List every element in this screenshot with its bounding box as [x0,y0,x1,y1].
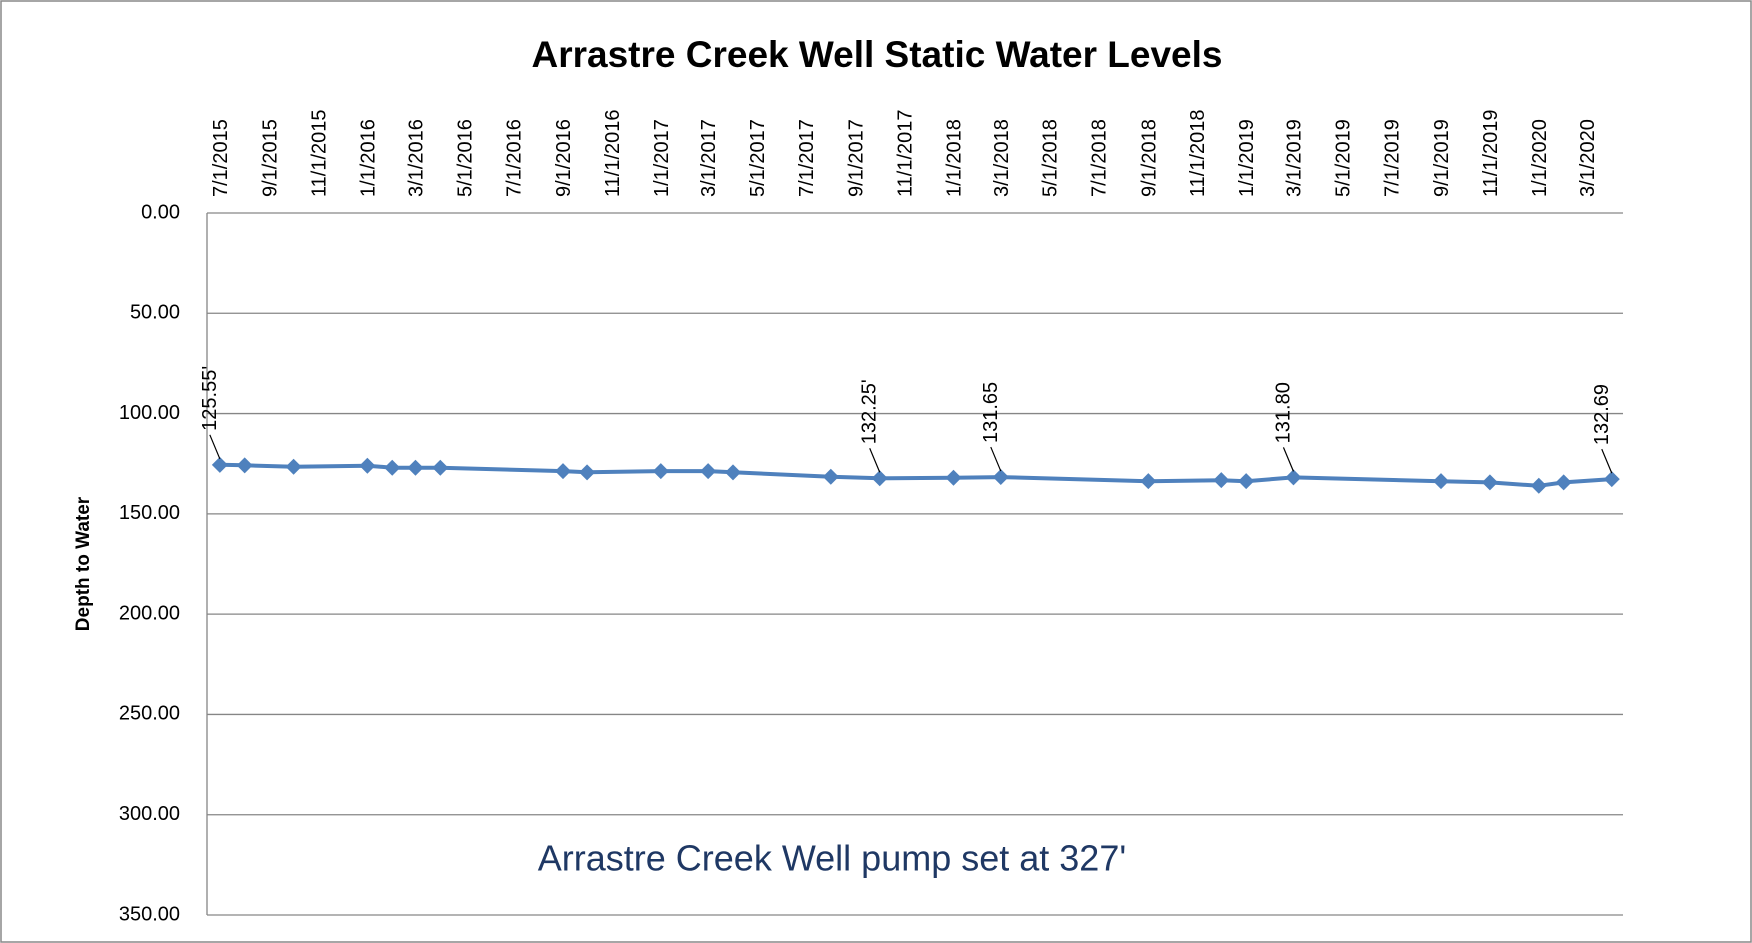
data-point [579,464,596,481]
label-leader [869,448,881,473]
x-tick-label: 7/1/2015 [210,119,232,197]
y-tick-label: 0.00 [141,201,180,223]
data-point [1432,473,1449,490]
data-point [407,459,424,476]
annotation: Arrastre Creek Well pump set at 327' [538,838,1126,879]
x-tick-label: 3/1/2020 [1577,119,1599,197]
data-point [211,456,228,473]
x-tick-label: 11/1/2018 [1187,110,1209,198]
x-tick-label: 11/1/2016 [602,110,624,198]
x-tick-label: 11/1/2019 [1480,110,1502,198]
x-tick-label: 9/1/2018 [1138,119,1160,197]
data-label: 132.25' [859,379,881,444]
y-tick-label: 300.00 [119,803,180,825]
data-point [285,458,302,475]
data-point [1481,474,1498,491]
data-point [1238,473,1255,490]
data-label: 125.55' [199,366,221,431]
y-tick-label: 250.00 [119,703,180,725]
x-tick-label: 7/1/2017 [796,119,818,197]
y-tick-label: 200.00 [119,602,180,624]
data-point [992,469,1009,486]
x-tick-label: 7/1/2019 [1381,119,1403,197]
label-leader [990,446,1002,472]
x-tick-label: 11/1/2017 [895,110,917,198]
data-point [945,469,962,486]
x-tick-label: 3/1/2017 [698,119,720,197]
data-point [1140,473,1157,490]
x-tick-label: 9/1/2016 [553,119,575,197]
y-tick-label: 50.00 [130,302,180,324]
label-leader [209,434,221,460]
data-point [871,470,888,487]
data-point [822,468,839,485]
x-tick-label: 1/1/2017 [651,119,673,197]
x-tick-label: 1/1/2019 [1236,119,1258,197]
y-tick-label: 100.00 [119,402,180,424]
x-tick-label: 1/1/2020 [1529,119,1551,197]
x-tick-label: 5/1/2018 [1040,119,1062,197]
y-axis-title: Depth to Water [73,496,94,631]
x-tick-label: 5/1/2017 [747,119,769,197]
data-point [432,459,449,476]
y-tick-label: 150.00 [119,502,180,524]
x-tick-label: 3/1/2019 [1283,119,1305,197]
data-point [1285,469,1302,486]
x-tick-label: 3/1/2016 [405,119,427,197]
x-tick-label: 5/1/2019 [1332,119,1354,197]
data-point [359,457,376,474]
data-label: 131.65 [980,382,1002,443]
data-label: 131.80 [1272,382,1294,443]
label-leader [1601,448,1613,474]
data-point [384,459,401,476]
data-point [700,463,717,480]
x-tick-label: 11/1/2015 [308,110,330,198]
x-tick-label: 7/1/2016 [503,119,525,197]
data-point [652,463,669,480]
label-leader [1282,447,1295,472]
data-point [1530,477,1547,494]
chart-title: Arrastre Creek Well Static Water Levels [532,34,1223,75]
data-point [1213,472,1230,489]
data-point [555,463,572,480]
data-point [1555,474,1572,491]
x-tick-label: 9/1/2015 [260,119,282,197]
x-tick-label: 3/1/2018 [991,119,1013,197]
x-tick-label: 9/1/2017 [846,119,868,197]
x-tick-label: 9/1/2019 [1431,119,1453,197]
x-tick-label: 5/1/2016 [454,119,476,197]
x-tick-label: 1/1/2018 [943,119,965,197]
data-point [236,457,253,474]
y-tick-label: 350.00 [119,903,180,925]
x-tick-label: 1/1/2016 [357,119,379,197]
data-label: 132.69 [1591,384,1613,445]
data-point [724,464,741,481]
data-point [1603,471,1620,488]
x-tick-label: 7/1/2018 [1089,119,1111,197]
